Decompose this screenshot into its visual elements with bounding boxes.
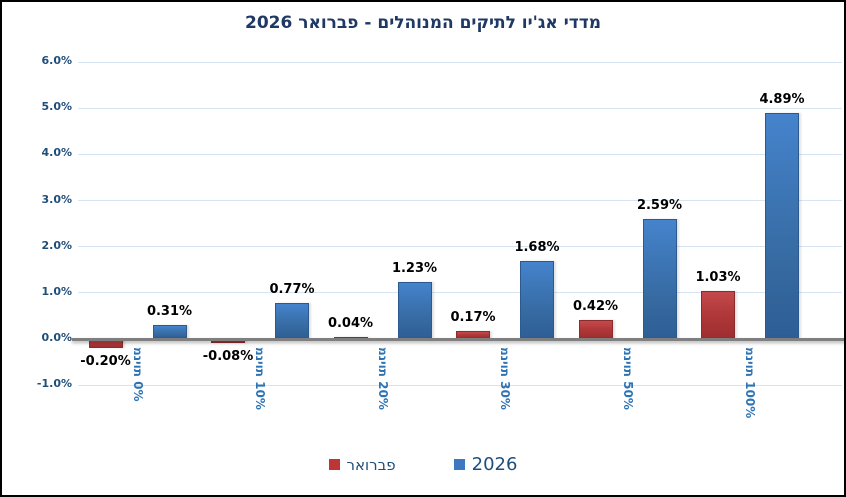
y-axis-tick-label: -1.0% (36, 377, 72, 391)
category-axis-label: מניות 30% (498, 347, 512, 410)
gridline (78, 61, 842, 63)
legend-marker-icon (453, 459, 465, 470)
bar-2026-20pct[interactable] (397, 282, 432, 339)
data-label: 0.04% (327, 316, 374, 332)
data-label: 4.89% (759, 92, 805, 108)
y-axis-tick-label: 5.0% (41, 100, 72, 114)
data-label: 2.59% (636, 198, 683, 214)
gridline (78, 107, 842, 109)
gridline (78, 200, 842, 202)
data-label: 0.42% (572, 298, 619, 314)
category-axis-label: מניות 100% (743, 347, 757, 419)
data-label: 1.68% (514, 240, 560, 256)
data-label: -0.08% (202, 348, 254, 364)
y-axis-tick-label: 0.0% (41, 331, 72, 344)
y-axis-tick-label: 4.0% (41, 146, 72, 160)
bar-2026-10pct[interactable] (275, 303, 309, 339)
data-label: 0.17% (450, 310, 496, 326)
data-label: 0.31% (146, 303, 193, 319)
bar-2026-100pct[interactable] (765, 113, 799, 339)
gridline (78, 153, 842, 155)
legend-label: פברואר (346, 455, 396, 474)
legend-item-2026[interactable]: 2026 (453, 454, 518, 475)
category-axis-label: מניות 50% (620, 347, 635, 410)
zero-axis-line (72, 337, 844, 341)
bar-2026-50pct[interactable] (642, 219, 677, 339)
gridline (78, 246, 842, 248)
bar-2026-30pct[interactable] (520, 261, 554, 339)
legend: פברואר 2026 (2, 454, 844, 475)
y-axis-tick-label: 3.0% (41, 192, 72, 206)
gridline (78, 292, 842, 294)
chart-title: מדדי אג'יו לתיקים המנוהלים - פברואר 2026 (244, 13, 602, 33)
category-axis-label: מניות 10% (253, 347, 267, 410)
y-axis-tick-label: 6.0% (41, 54, 72, 68)
category-axis-label: מניות 20% (375, 347, 390, 410)
data-label: 1.23% (391, 261, 438, 277)
legend-marker-icon (328, 459, 340, 470)
legend-label: 2026 (471, 454, 518, 475)
data-label: 1.03% (695, 270, 741, 286)
gridline (78, 384, 842, 386)
legend-item-feb[interactable]: פברואר (328, 455, 396, 474)
data-label: 0.77% (269, 282, 315, 298)
y-axis-tick-label: 1.0% (41, 284, 72, 298)
data-label: -0.20% (80, 354, 131, 370)
y-axis-tick-label: 2.0% (41, 238, 72, 252)
bar-feb-100pct[interactable] (701, 291, 735, 339)
bar-feb-50pct[interactable] (578, 319, 613, 339)
